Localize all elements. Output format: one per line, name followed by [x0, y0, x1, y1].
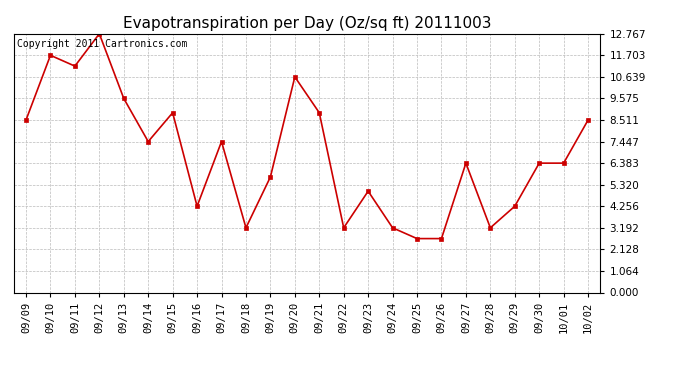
Text: Copyright 2011 Cartronics.com: Copyright 2011 Cartronics.com: [17, 39, 187, 49]
Title: Evapotranspiration per Day (Oz/sq ft) 20111003: Evapotranspiration per Day (Oz/sq ft) 20…: [123, 16, 491, 31]
